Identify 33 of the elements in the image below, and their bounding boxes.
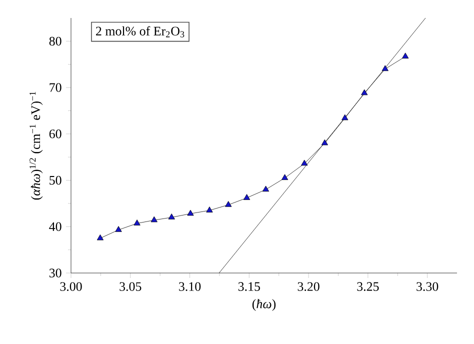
- x-tick-label: 3.20: [298, 282, 320, 291]
- point: [168, 214, 175, 220]
- point: [187, 210, 194, 216]
- point: [115, 226, 122, 232]
- point: [134, 220, 140, 226]
- y-tick-label: 40: [49, 222, 62, 232]
- point: [96, 234, 104, 240]
- y-tick-label: 60: [49, 130, 62, 138]
- point: [342, 114, 348, 120]
- y-tick-label: 80: [49, 36, 62, 46]
- point: [206, 206, 213, 212]
- x-tick-label: 3.25: [357, 282, 379, 291]
- y-tick-label: 70: [50, 83, 62, 92]
- x-axis-title: (ħω): [252, 299, 276, 311]
- point: [281, 174, 288, 180]
- x-tick-label: 3.30: [416, 282, 438, 291]
- point: [301, 160, 308, 166]
- y-tick-label: 30: [49, 268, 62, 278]
- point: [402, 52, 409, 58]
- point: [321, 139, 328, 146]
- x-tick-label: 3.10: [179, 282, 201, 291]
- annotation: 2 mol% of Er$_{2}$O$_{3}$: [96, 26, 184, 38]
- x-tick-label: 3.15: [238, 282, 260, 291]
- point: [382, 65, 388, 72]
- point: [150, 216, 158, 222]
- point: [243, 194, 250, 200]
- point: [361, 89, 368, 96]
- point: [225, 201, 232, 207]
- y-tick-label: 50: [50, 176, 62, 185]
- point: [262, 186, 270, 192]
- x-tick-label: 3.00: [60, 282, 82, 291]
- x-tick-label: 3.05: [120, 282, 142, 291]
- y-axis-title: (αħω)$^{1/2}$ (cm$^{−1}$ eV)$^{−1}$: [30, 92, 43, 200]
